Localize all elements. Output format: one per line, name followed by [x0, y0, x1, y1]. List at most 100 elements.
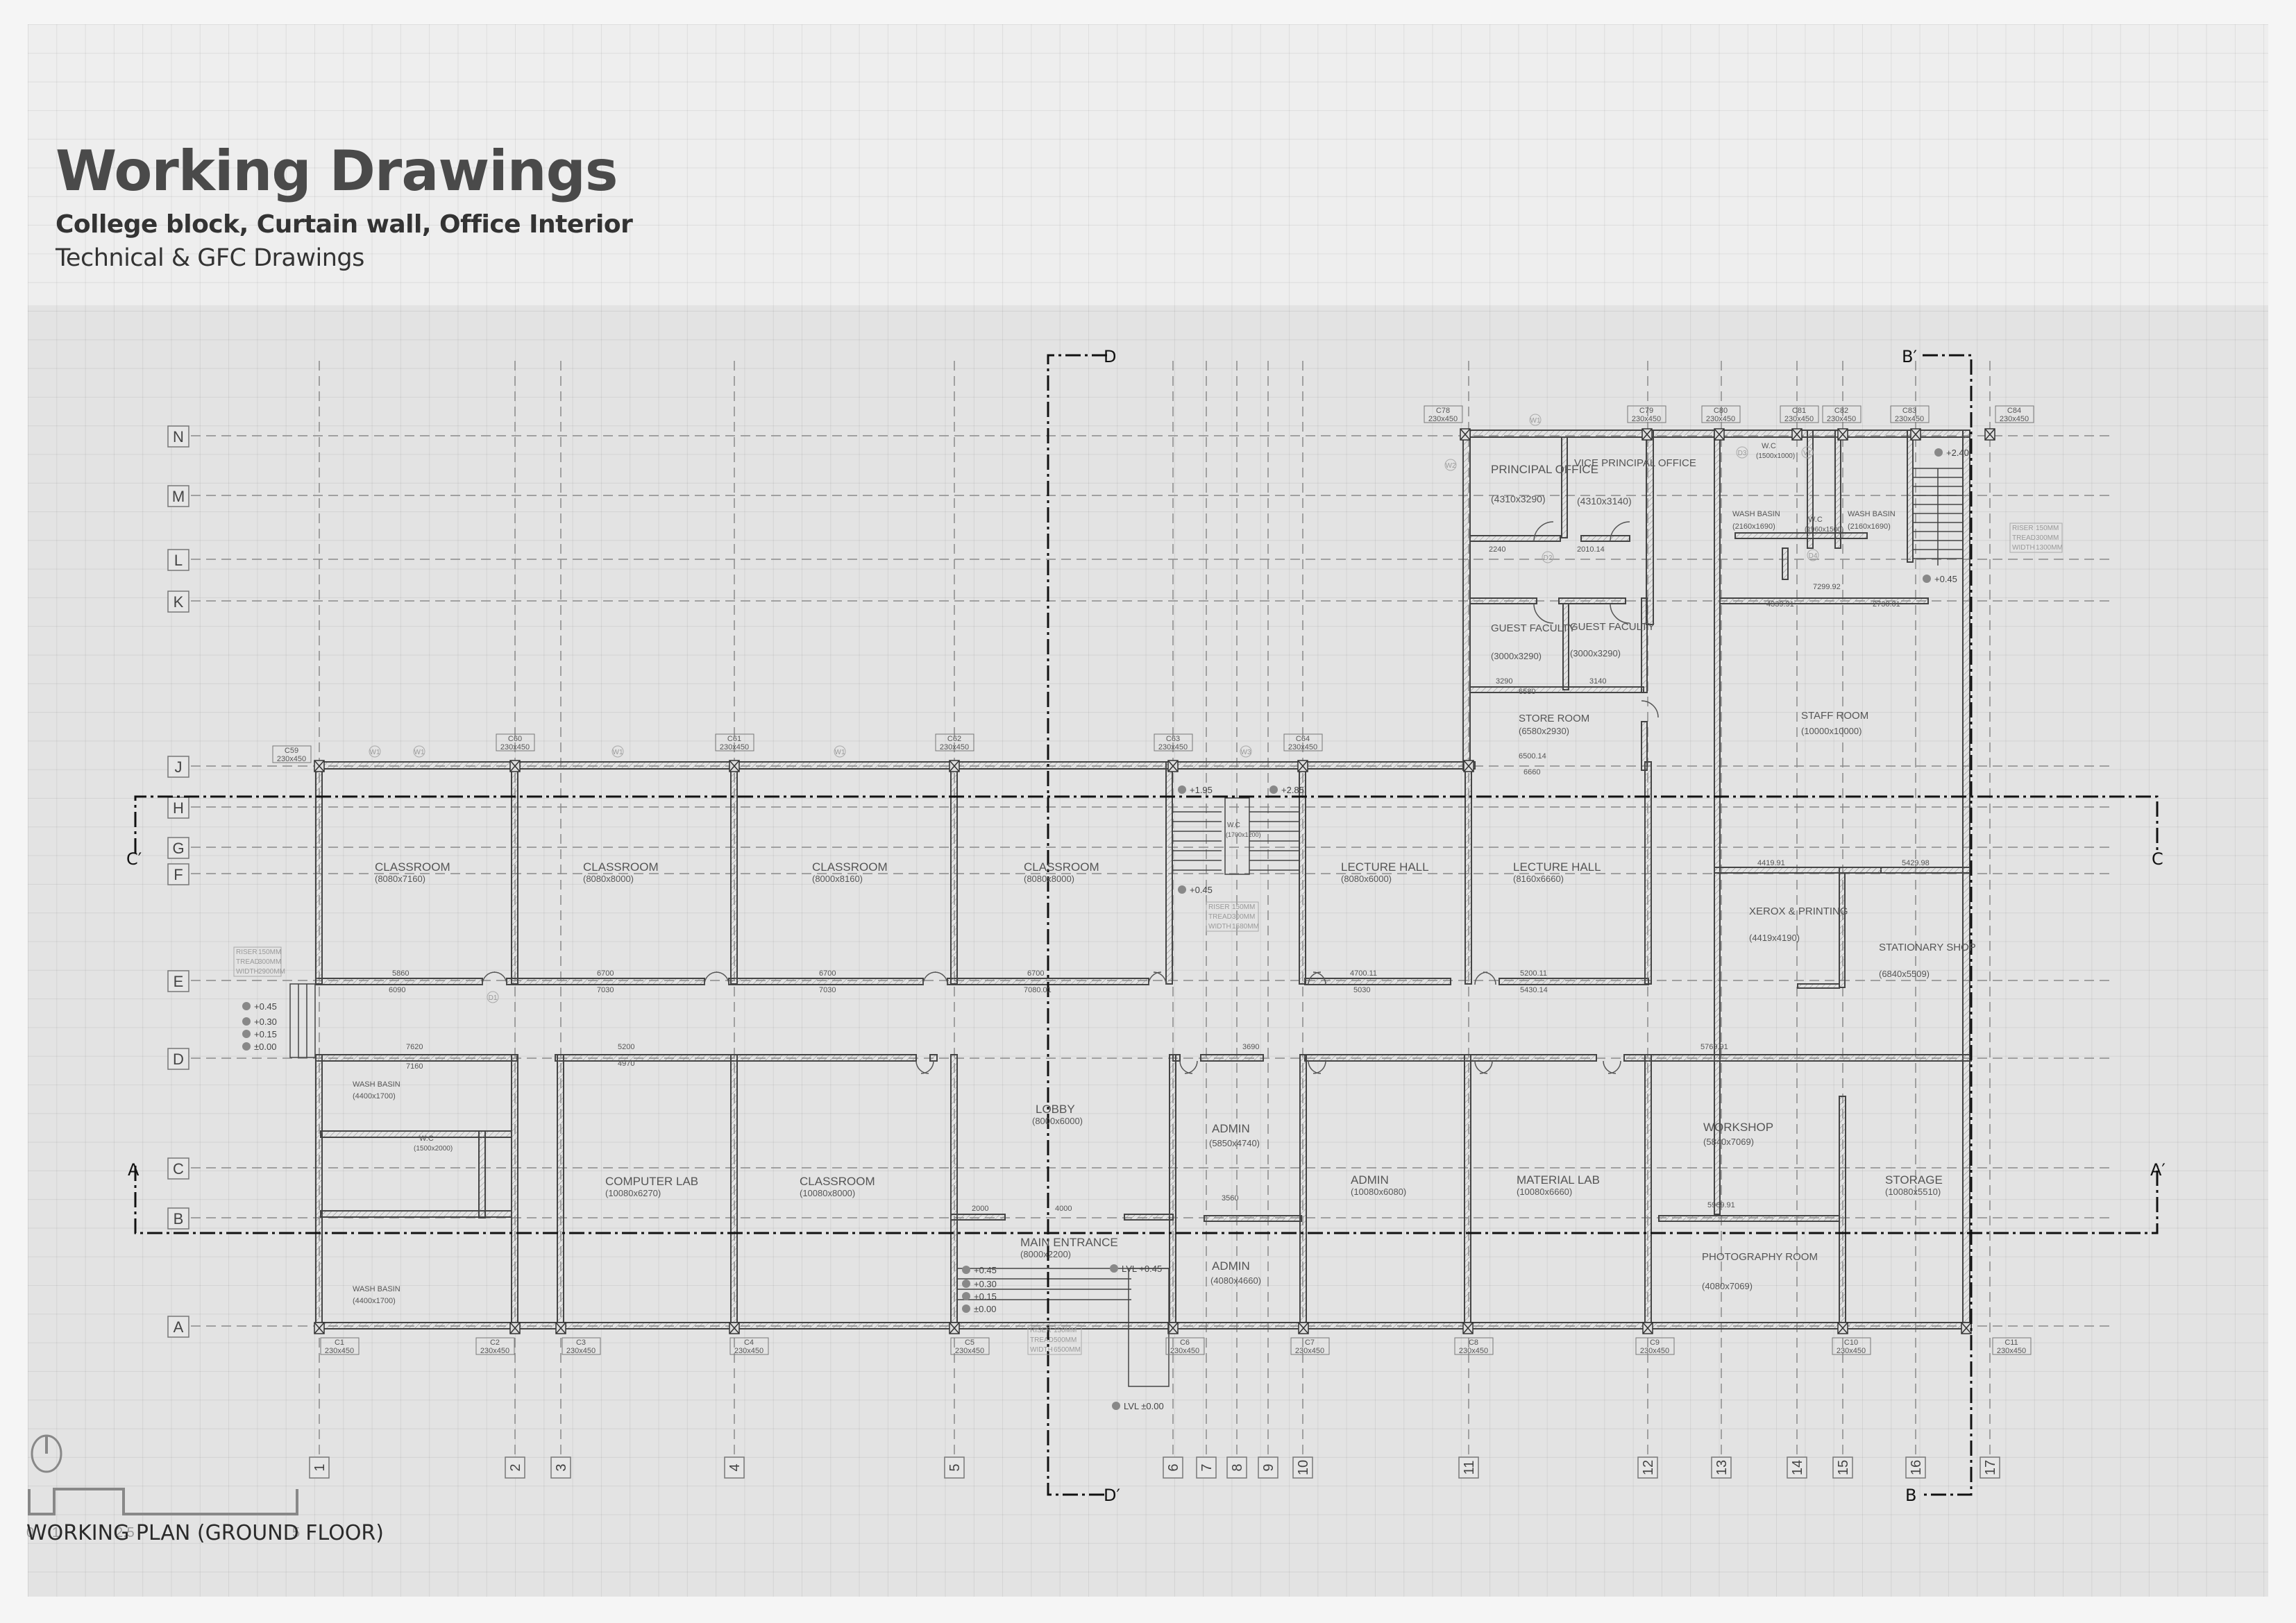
drawing-element	[729, 1322, 740, 1334]
drawing-element	[949, 760, 960, 772]
drawing-element: 5969.91	[1707, 1201, 1735, 1209]
drawing-element: 230x450	[955, 1347, 984, 1355]
drawing-element	[729, 1337, 769, 1355]
drawing-element	[1167, 1322, 1179, 1334]
drawing-element	[915, 1060, 934, 1074]
drawing-element: 230x450	[720, 743, 749, 751]
drawing-element: 7030	[597, 986, 614, 994]
drawing-element: (3000x3290)	[1491, 651, 1542, 661]
drawing-element: C78	[1436, 407, 1450, 415]
drawing-element	[1178, 785, 1186, 794]
drawing-element	[1558, 597, 1626, 604]
drawing-element: D2	[1544, 554, 1553, 562]
door-swings	[482, 521, 1659, 1074]
drawing-element: (8000x8160)	[812, 874, 863, 884]
stair-central	[1173, 797, 1299, 875]
drawing-element: C5	[965, 1339, 974, 1347]
drawing-element: STATIONARY SHOP	[1879, 942, 1976, 953]
room-guest-faculty-1: GUEST FACULTY (3000x3290)	[1491, 622, 1576, 661]
drawing-element	[962, 1266, 970, 1274]
drawing-element	[962, 1280, 970, 1288]
drawing-element: TREAD	[1208, 913, 1232, 921]
drawing-element: CLASSROOM	[583, 860, 659, 874]
drawing-element: C84	[2007, 407, 2021, 415]
drawing-element: (4400x1700)	[353, 1297, 396, 1305]
drawing-element	[1462, 1322, 1474, 1334]
drawing-element: (4080x4660)	[1210, 1275, 1261, 1286]
drawing-element: 1	[312, 1463, 328, 1471]
drawing-element: (1700x1200)	[1226, 831, 1261, 838]
drawing-element: 4700.11	[1350, 969, 1377, 978]
drawing-element: 5429.98	[1902, 859, 1930, 867]
drawing-element	[1464, 761, 1472, 985]
drawing-element	[314, 1322, 325, 1334]
drawing-element: W1	[370, 749, 380, 756]
drawing-element: 5200.11	[1520, 969, 1547, 978]
room-lecture-hall-2: LECTURE HALL(8160x6660)	[1513, 860, 1601, 884]
drawing-element: 230x450	[1170, 1347, 1199, 1355]
drawing-element: 8	[1230, 1463, 1245, 1471]
drawing-element: 3140	[1589, 677, 1606, 686]
drawing-element: TREAD	[236, 958, 260, 966]
drawing-element: 11	[1462, 1461, 1477, 1475]
grid-col-5: 5	[944, 1456, 965, 1479]
walls	[315, 430, 1972, 1333]
grid-row-G: G	[167, 837, 189, 859]
door-tag: D4	[1807, 549, 1819, 561]
drawing-element: W3	[1241, 749, 1251, 756]
drawing-element: N	[173, 428, 184, 445]
drawing-element	[1701, 405, 1741, 423]
drawing-element	[505, 1456, 525, 1479]
drawing-element	[1787, 1456, 1807, 1479]
drawing-element	[167, 837, 189, 859]
drawing-element	[482, 971, 507, 985]
drawing-element: (10080x6270)	[605, 1188, 661, 1198]
grid-row-J: J	[167, 756, 189, 778]
grid-col-1: 1	[309, 1456, 330, 1479]
drawing-element	[315, 1054, 518, 1062]
drawing-element: RISER	[1208, 903, 1230, 911]
room-lecture-hall-1: LECTURE HALL(8080x6000)	[1341, 860, 1429, 884]
room-admin-3: ADMIN(10080x6080)	[1351, 1173, 1406, 1197]
drawing-element	[1165, 761, 1173, 985]
grid-row-K: K	[167, 590, 189, 613]
drawing-element: H	[173, 799, 184, 817]
drawing-element: 10	[1296, 1460, 1311, 1475]
drawing-element	[167, 756, 189, 778]
drawing-element	[1269, 785, 1278, 794]
drawing-element	[1782, 547, 1789, 580]
drawing-element: 150MM	[1054, 1327, 1077, 1334]
drawing-element	[1128, 1268, 1170, 1387]
drawing-element	[1610, 521, 1630, 542]
drawing-element: W.C	[1227, 822, 1240, 829]
drawing-element	[1297, 760, 1308, 772]
drawing-element: (6840x5509)	[1879, 969, 1930, 979]
stair-table-entrance: RISER 150MM TREAD 500MM WIDTH 6500MM	[1027, 1325, 1082, 1355]
drawing-element: WIDTH	[2012, 544, 2035, 552]
drawing-element: C63	[1166, 735, 1180, 743]
drawing-element	[1984, 428, 1995, 441]
drawing-element	[1807, 430, 1814, 549]
drawing-element	[1258, 1456, 1278, 1479]
drawing-element	[1801, 446, 1814, 459]
drawing-element: W1	[1530, 417, 1541, 425]
drawing-element	[1308, 1060, 1326, 1074]
drawing-element: 230x450	[566, 1347, 596, 1355]
drawing-element	[1839, 1096, 1846, 1329]
drawing-element: 9	[1261, 1463, 1276, 1471]
drawing-element: 230x450	[1827, 415, 1856, 423]
drawing-element	[1642, 1322, 1653, 1334]
drawing-element	[1890, 405, 1930, 423]
drawing-element: PRINCIPAL OFFICE	[1491, 463, 1598, 476]
drawing-element	[1641, 700, 1659, 718]
drawing-element	[562, 1337, 601, 1355]
drawing-element	[1992, 1337, 2032, 1355]
drawing-element	[1837, 428, 1848, 441]
drawing-element: WIDTH	[1030, 1346, 1053, 1354]
drawing-element	[509, 760, 521, 772]
drawing-element: 230x450	[1295, 1347, 1324, 1355]
